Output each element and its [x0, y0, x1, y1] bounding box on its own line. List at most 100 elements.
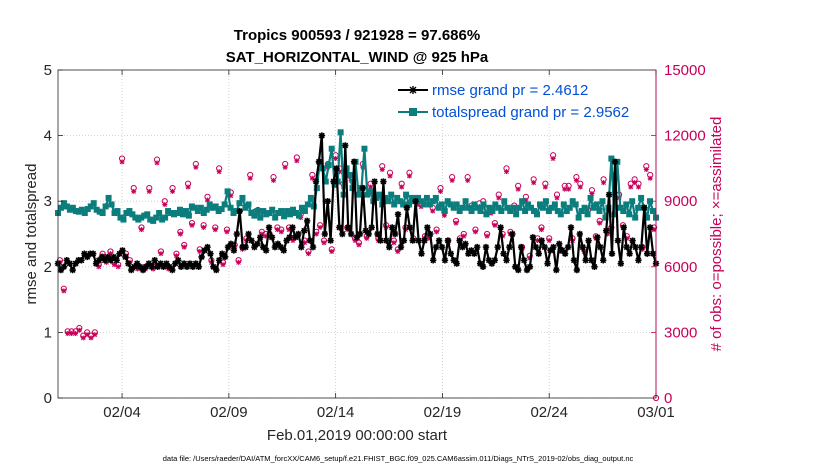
obs-assimilated-point	[604, 231, 610, 237]
obs-assimilated-point	[329, 248, 335, 254]
totalspread-point	[120, 216, 127, 223]
rmse-point	[600, 257, 607, 264]
totalspread-point	[644, 214, 651, 221]
obs-assimilated-point	[550, 156, 556, 162]
totalspread-point	[498, 208, 505, 215]
rmse-point	[406, 224, 413, 231]
rmse-point	[432, 243, 440, 251]
totalspread-point	[361, 145, 368, 152]
rmse-point	[84, 253, 91, 261]
totalspread-point	[575, 214, 582, 221]
totalspread-point	[626, 211, 633, 218]
totalspread-point	[254, 208, 261, 215]
rmse-point	[148, 263, 156, 270]
obs-assimilated-point	[643, 166, 649, 172]
rmse-point	[301, 227, 308, 234]
rmse-point	[213, 266, 220, 274]
totalspread-point	[194, 208, 201, 215]
rmse-point	[462, 240, 469, 248]
rmse-point	[553, 266, 560, 274]
obs-assimilated-point	[531, 180, 537, 186]
rmse-point	[324, 198, 331, 205]
rmse-point	[430, 257, 437, 264]
totalspread-point	[245, 201, 252, 208]
rmse-point	[210, 263, 217, 270]
footnote: data file: /Users/raeder/DAI/ATM_forcXX/…	[163, 454, 634, 463]
totalspread-point	[278, 208, 285, 215]
rmse-point	[248, 237, 255, 244]
totalspread-point	[313, 185, 320, 192]
obs-assimilated-point	[449, 177, 455, 183]
rmse-point	[359, 184, 367, 192]
rmse-point	[139, 266, 147, 274]
obs-assimilated-point	[88, 335, 94, 341]
rmse-point	[309, 243, 317, 251]
totalspread-point	[224, 188, 231, 195]
totalspread-point	[239, 194, 246, 201]
obs-assimilated-point	[546, 238, 552, 244]
rmse-point	[183, 263, 191, 270]
obs-assimilated-point	[515, 186, 521, 192]
totalspread-point	[114, 208, 121, 215]
series-rmse	[54, 132, 660, 274]
totalspread-point	[563, 208, 570, 215]
rmse-point	[227, 240, 235, 248]
totalspread-point	[129, 211, 136, 218]
totalspread-point	[647, 198, 654, 205]
totalspread-point	[528, 204, 535, 211]
rmse-point	[623, 243, 630, 251]
totalspread-point	[522, 208, 529, 215]
totalspread-point	[429, 198, 436, 205]
totalspread-point	[185, 212, 192, 219]
rmse-point	[136, 263, 144, 270]
totalspread-point	[87, 203, 94, 210]
rmse-point	[588, 257, 595, 264]
totalspread-point	[596, 208, 603, 215]
totalspread-point	[551, 201, 558, 208]
totalspread-point	[468, 208, 475, 215]
rmse-point	[92, 260, 100, 267]
rmse-point	[268, 234, 276, 241]
rmse-point	[391, 230, 399, 238]
obs-assimilated-point	[352, 238, 358, 244]
obs-assimilated-point	[573, 177, 579, 183]
obs-assimilated-point	[154, 160, 160, 166]
totalspread-point	[471, 201, 478, 208]
totalspread-point	[536, 201, 543, 208]
x-axis-label: Feb.01,2019 00:00:00 start	[267, 427, 448, 444]
totalspread-point	[251, 212, 258, 219]
rmse-point	[274, 240, 282, 248]
totalspread-point	[236, 200, 243, 207]
rmse-point	[491, 257, 498, 264]
rmse-point	[362, 227, 369, 234]
rmse-point	[81, 250, 88, 257]
totalspread-point	[557, 211, 564, 218]
rmse-point	[259, 243, 267, 251]
rmse-point	[169, 266, 176, 274]
obs-assimilated-point	[216, 169, 222, 175]
obs-assimilated-point	[542, 184, 548, 190]
rmse-point	[374, 230, 381, 238]
obs-assimilated-point	[267, 233, 273, 239]
rmse-point	[327, 237, 334, 244]
legend-spread-marker	[409, 108, 417, 116]
chart-subtitle: SAT_HORIZONTAL_WIND @ 925 hPa	[226, 49, 489, 66]
rmse-point	[644, 250, 651, 257]
totalspread-point	[489, 208, 496, 215]
totalspread-point	[174, 210, 181, 217]
totalspread-point	[587, 194, 594, 201]
obs-assimilated-point	[309, 175, 315, 181]
rmse-point	[221, 253, 229, 261]
rmse-point	[626, 250, 633, 257]
rmse-point	[614, 237, 622, 244]
totalspread-point	[560, 201, 567, 208]
obs-assimilated-point	[107, 251, 113, 257]
y-tick-label: 0	[44, 390, 52, 407]
obs-assimilated-point	[492, 222, 498, 228]
rmse-point	[224, 243, 232, 251]
rmse-point	[131, 263, 138, 270]
rmse-point	[104, 253, 112, 261]
rmse-point	[641, 204, 648, 211]
rmse-point	[494, 243, 501, 251]
obs-assimilated-point	[562, 186, 568, 192]
